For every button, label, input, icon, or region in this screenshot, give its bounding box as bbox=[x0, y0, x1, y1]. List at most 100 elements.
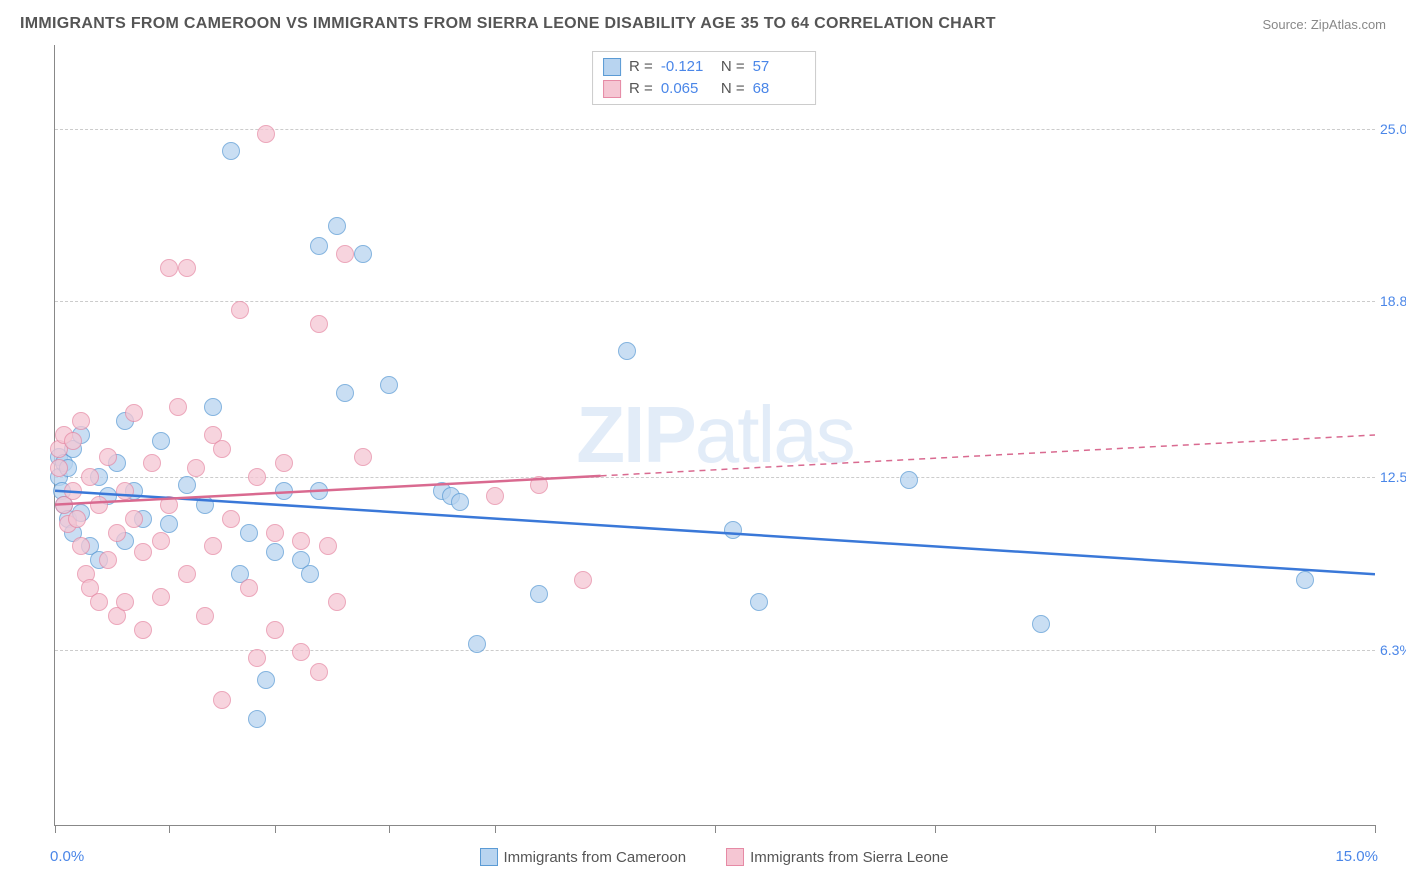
point-cameroon bbox=[750, 593, 768, 611]
point-cameroon bbox=[310, 237, 328, 255]
watermark: ZIPatlas bbox=[576, 389, 853, 481]
legend-item-sierra-leone: Immigrants from Sierra Leone bbox=[726, 848, 948, 866]
point-sierra-leone bbox=[134, 621, 152, 639]
point-cameroon bbox=[451, 493, 469, 511]
point-cameroon bbox=[310, 482, 328, 500]
point-cameroon bbox=[1296, 571, 1314, 589]
point-sierra-leone bbox=[81, 468, 99, 486]
point-sierra-leone bbox=[354, 448, 372, 466]
series-legend: Immigrants from Cameroon Immigrants from… bbox=[54, 848, 1374, 866]
point-cameroon bbox=[301, 565, 319, 583]
swatch-sierra-leone bbox=[726, 848, 744, 866]
point-sierra-leone bbox=[257, 125, 275, 143]
plot-area: ZIPatlas R = -0.121 N = 57 R = 0.065 N =… bbox=[54, 45, 1375, 826]
legend-item-cameroon: Immigrants from Cameroon bbox=[480, 848, 687, 866]
point-sierra-leone bbox=[72, 537, 90, 555]
point-sierra-leone bbox=[178, 565, 196, 583]
point-cameroon bbox=[240, 524, 258, 542]
watermark-thin: atlas bbox=[695, 390, 854, 479]
r-value-cameroon: -0.121 bbox=[661, 56, 713, 78]
chart-title: IMMIGRANTS FROM CAMEROON VS IMMIGRANTS F… bbox=[20, 15, 996, 33]
point-sierra-leone bbox=[64, 432, 82, 450]
point-sierra-leone bbox=[143, 454, 161, 472]
r-value-sierra-leone: 0.065 bbox=[661, 78, 713, 100]
point-sierra-leone bbox=[72, 412, 90, 430]
point-sierra-leone bbox=[204, 537, 222, 555]
point-sierra-leone bbox=[178, 259, 196, 277]
swatch-sierra-leone bbox=[603, 80, 621, 98]
point-sierra-leone bbox=[292, 532, 310, 550]
point-cameroon bbox=[354, 245, 372, 263]
point-cameroon bbox=[275, 482, 293, 500]
legend-row-sierra-leone: R = 0.065 N = 68 bbox=[603, 78, 805, 100]
point-cameroon bbox=[204, 398, 222, 416]
point-sierra-leone bbox=[125, 510, 143, 528]
y-tick-label: 6.3% bbox=[1380, 642, 1406, 658]
point-cameroon bbox=[257, 671, 275, 689]
point-sierra-leone bbox=[152, 588, 170, 606]
point-sierra-leone bbox=[90, 593, 108, 611]
swatch-cameroon bbox=[603, 58, 621, 76]
point-sierra-leone bbox=[90, 496, 108, 514]
n-label: N = bbox=[721, 56, 745, 78]
point-cameroon bbox=[530, 585, 548, 603]
point-sierra-leone bbox=[169, 398, 187, 416]
legend-row-cameroon: R = -0.121 N = 57 bbox=[603, 56, 805, 78]
gridline-h bbox=[55, 129, 1375, 130]
point-cameroon bbox=[152, 432, 170, 450]
point-cameroon bbox=[160, 515, 178, 533]
n-value-sierra-leone: 68 bbox=[753, 78, 805, 100]
series-name-cameroon: Immigrants from Cameroon bbox=[504, 849, 687, 866]
series-name-sierra-leone: Immigrants from Sierra Leone bbox=[750, 849, 948, 866]
x-axis-labels: 0.0% 15.0% Immigrants from Cameroon Immi… bbox=[54, 830, 1374, 870]
point-sierra-leone bbox=[328, 593, 346, 611]
point-sierra-leone bbox=[108, 524, 126, 542]
point-sierra-leone bbox=[231, 301, 249, 319]
point-sierra-leone bbox=[266, 524, 284, 542]
point-sierra-leone bbox=[486, 487, 504, 505]
point-cameroon bbox=[468, 635, 486, 653]
point-sierra-leone bbox=[134, 543, 152, 561]
r-label: R = bbox=[629, 56, 653, 78]
point-cameroon bbox=[222, 142, 240, 160]
point-sierra-leone bbox=[64, 482, 82, 500]
point-cameroon bbox=[900, 471, 918, 489]
correlation-legend: R = -0.121 N = 57 R = 0.065 N = 68 bbox=[592, 51, 816, 105]
y-tick-label: 25.0% bbox=[1380, 121, 1406, 137]
y-tick-label: 18.8% bbox=[1380, 293, 1406, 309]
point-cameroon bbox=[328, 217, 346, 235]
point-sierra-leone bbox=[213, 440, 231, 458]
point-sierra-leone bbox=[574, 571, 592, 589]
point-sierra-leone bbox=[99, 551, 117, 569]
point-cameroon bbox=[618, 342, 636, 360]
point-cameroon bbox=[266, 543, 284, 561]
point-sierra-leone bbox=[275, 454, 293, 472]
point-sierra-leone bbox=[68, 510, 86, 528]
gridline-h bbox=[55, 301, 1375, 302]
point-sierra-leone bbox=[248, 649, 266, 667]
y-tick-label: 12.5% bbox=[1380, 469, 1406, 485]
point-sierra-leone bbox=[240, 579, 258, 597]
point-sierra-leone bbox=[292, 643, 310, 661]
point-sierra-leone bbox=[160, 496, 178, 514]
point-sierra-leone bbox=[222, 510, 240, 528]
point-sierra-leone bbox=[187, 459, 205, 477]
point-cameroon bbox=[380, 376, 398, 394]
trend-lines bbox=[55, 45, 1375, 825]
point-cameroon bbox=[248, 710, 266, 728]
point-cameroon bbox=[196, 496, 214, 514]
point-sierra-leone bbox=[213, 691, 231, 709]
point-cameroon bbox=[724, 521, 742, 539]
watermark-bold: ZIP bbox=[576, 390, 694, 479]
n-label: N = bbox=[721, 78, 745, 100]
point-sierra-leone bbox=[310, 663, 328, 681]
source-credit: Source: ZipAtlas.com bbox=[1262, 17, 1386, 32]
point-sierra-leone bbox=[99, 448, 117, 466]
point-sierra-leone bbox=[152, 532, 170, 550]
point-sierra-leone bbox=[266, 621, 284, 639]
point-sierra-leone bbox=[116, 593, 134, 611]
point-cameroon bbox=[178, 476, 196, 494]
x-tick bbox=[1375, 825, 1376, 833]
point-sierra-leone bbox=[160, 259, 178, 277]
point-cameroon bbox=[1032, 615, 1050, 633]
